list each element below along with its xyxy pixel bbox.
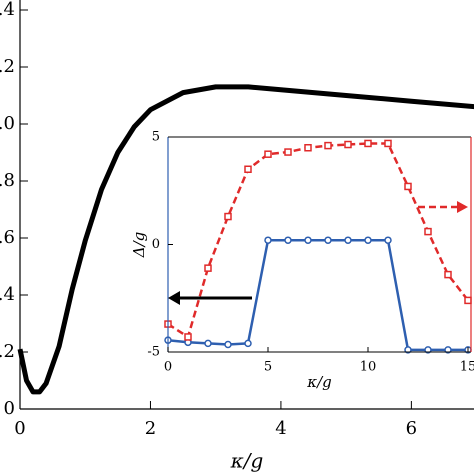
x-tick-label: 0 xyxy=(164,360,172,375)
x-tick-label: 5 xyxy=(264,360,272,375)
inset-background xyxy=(168,137,471,352)
arrow-right-head xyxy=(457,201,468,213)
y-tick-label: 0 xyxy=(4,398,15,419)
y-tick-label: 0.2 xyxy=(0,341,15,362)
y-tick-label: 1.0 xyxy=(0,113,15,134)
data-marker xyxy=(324,236,332,244)
data-marker xyxy=(404,346,412,354)
data-line xyxy=(167,142,469,339)
data-marker xyxy=(384,139,392,148)
x-tick-label: 2 xyxy=(145,418,156,439)
data-marker xyxy=(384,236,392,244)
data-marker xyxy=(284,148,292,156)
data-marker xyxy=(224,212,232,221)
data-marker xyxy=(264,150,272,158)
y-tick-label: 1.4 xyxy=(0,0,15,20)
y-axis-label: Δ/g xyxy=(130,232,148,259)
y-tick-label: 0.6 xyxy=(0,227,15,248)
data-marker xyxy=(404,182,412,191)
x-axis-label: κ/g xyxy=(306,373,332,391)
data-marker xyxy=(204,339,212,348)
data-marker xyxy=(204,264,212,272)
data-marker xyxy=(464,296,472,305)
x-tick-label: 6 xyxy=(406,418,417,439)
data-marker xyxy=(344,140,352,149)
data-marker xyxy=(184,333,192,341)
data-marker xyxy=(224,340,232,349)
data-marker xyxy=(244,165,252,173)
data-marker xyxy=(344,236,352,244)
data-marker xyxy=(424,346,432,354)
data-marker xyxy=(364,236,372,244)
x-axis-label: κ/g xyxy=(230,449,264,473)
data-marker xyxy=(284,236,292,244)
data-marker xyxy=(444,346,452,354)
x-tick-label: 4 xyxy=(275,418,286,439)
arrow-left-head xyxy=(168,291,180,305)
data-marker xyxy=(324,141,332,150)
x-tick-label: 0 xyxy=(14,418,25,439)
data-marker xyxy=(304,144,312,152)
y-tick-label: 0.4 xyxy=(0,284,15,305)
x-tick-label: 10 xyxy=(360,360,377,375)
data-marker xyxy=(424,227,432,236)
data-marker xyxy=(304,236,312,244)
y-tick-label: 0.8 xyxy=(0,170,15,191)
data-line xyxy=(17,84,474,395)
y-tick-label: 1.2 xyxy=(0,56,15,77)
data-marker xyxy=(244,339,252,348)
data-marker xyxy=(444,270,452,279)
data-marker xyxy=(264,236,272,244)
x-tick-label: 15 xyxy=(460,360,474,375)
y-tick-label: 5 xyxy=(152,130,160,145)
data-line xyxy=(167,238,468,352)
y-tick-label: -5 xyxy=(147,345,160,360)
y-tick-label: 0 xyxy=(152,237,160,252)
data-marker xyxy=(364,139,372,148)
